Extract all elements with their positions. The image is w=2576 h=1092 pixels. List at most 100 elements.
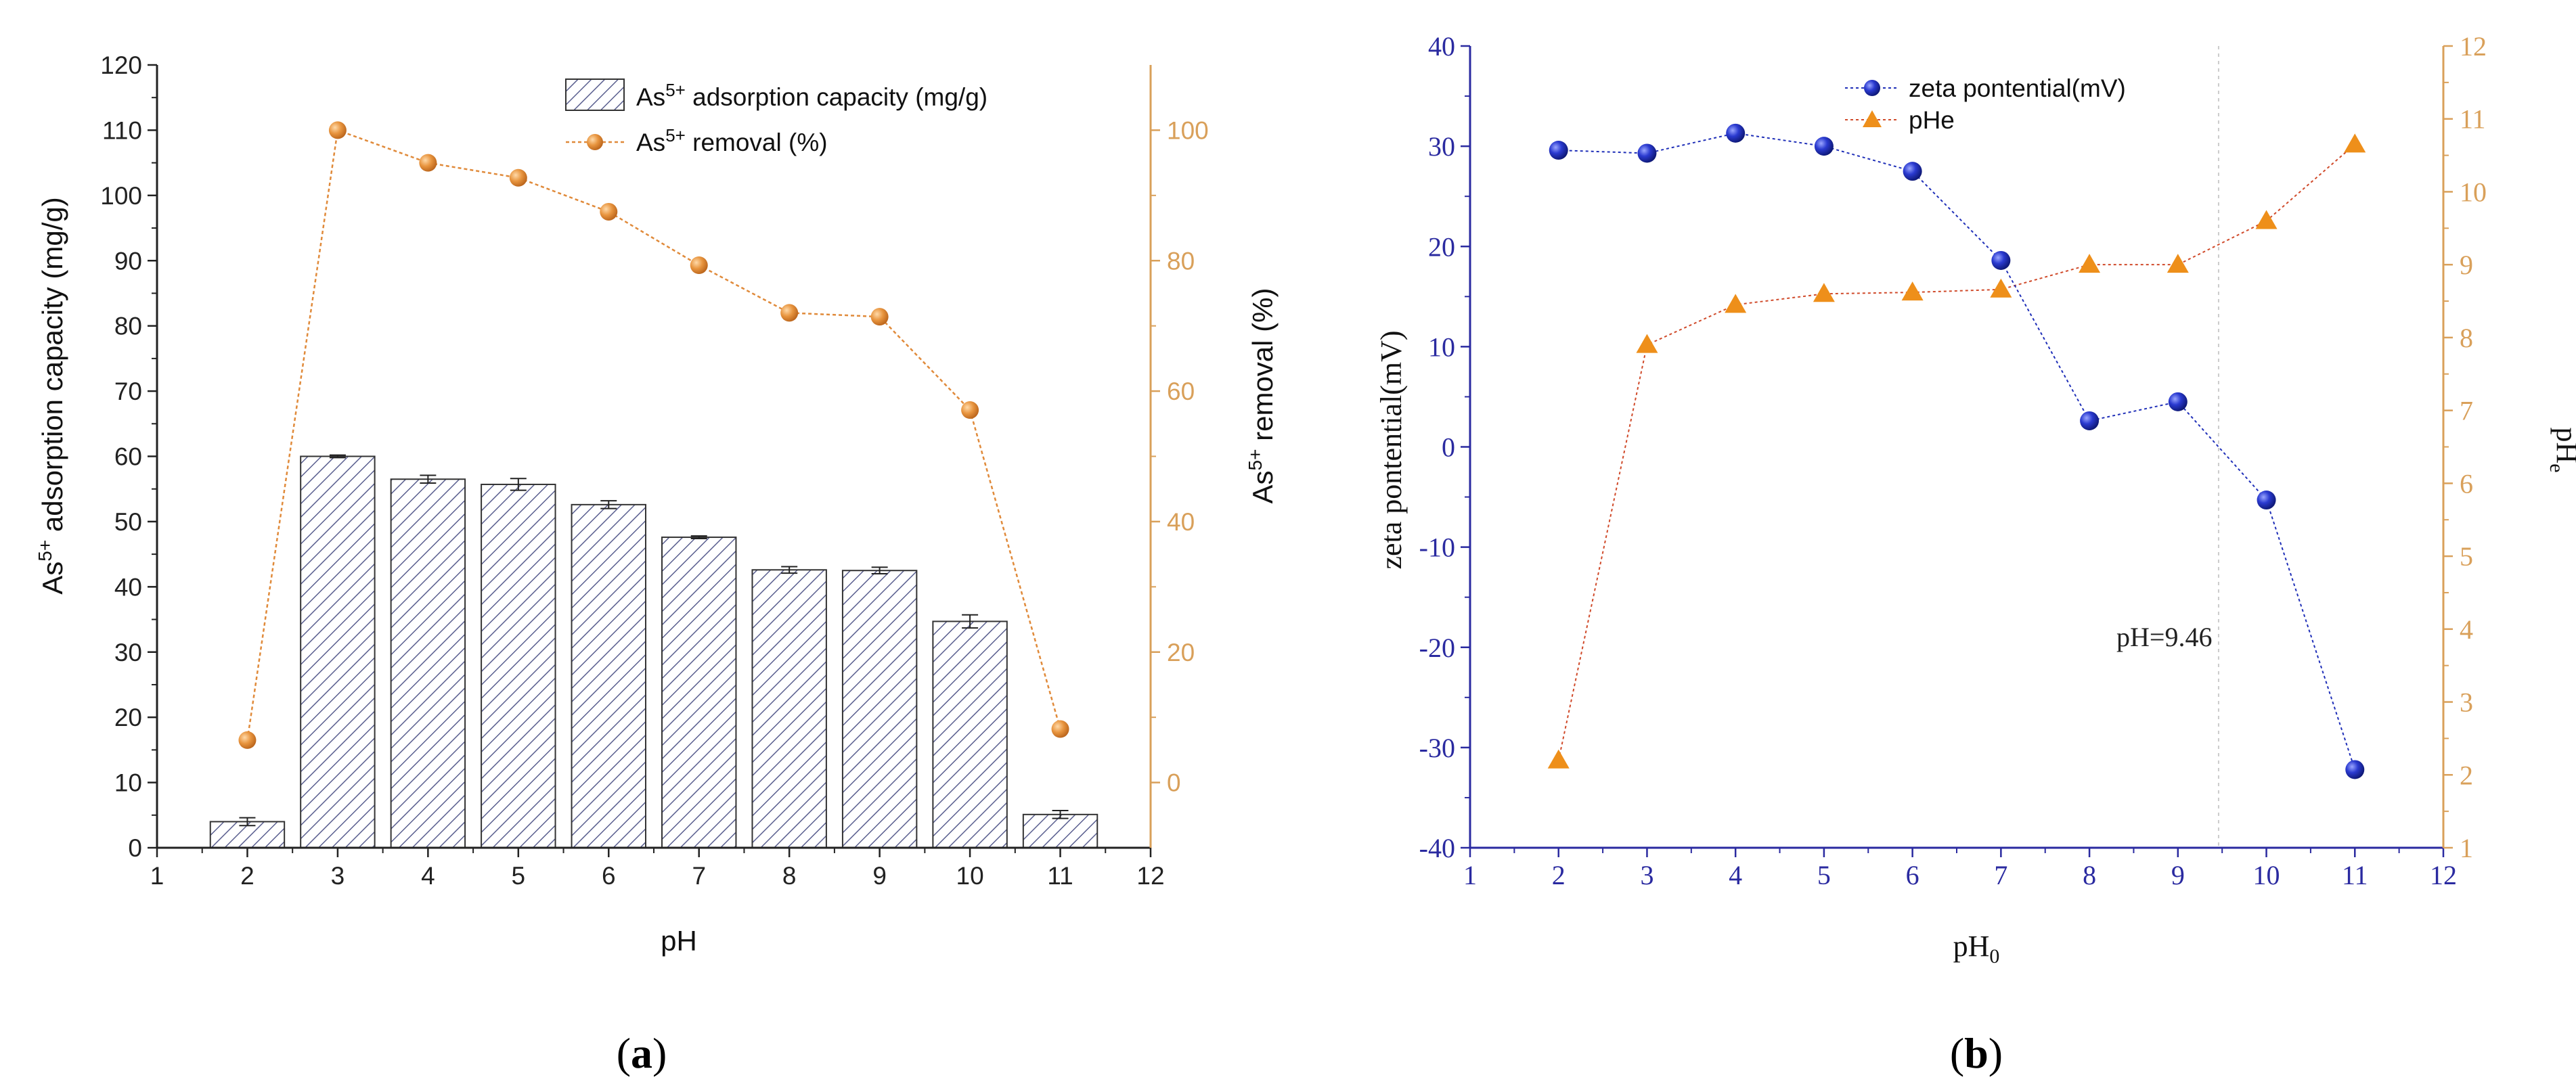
panel-a-right-y-axis-title: As5+ removal (%): [1245, 288, 1279, 504]
phe-point: [2255, 210, 2278, 229]
x-tick-label: 11: [1047, 862, 1073, 890]
x-tick-label: 6: [1906, 860, 1919, 890]
panel-b-legend: zeta pontential(mV) pHe: [1845, 74, 2126, 134]
left-y-tick-label: -40: [1419, 833, 1455, 863]
phe-point: [1547, 749, 1570, 769]
legend-phe-label: pHe: [1909, 106, 1955, 134]
left-y-tick-label: 30: [114, 639, 142, 666]
x-tick-label: 1: [1463, 860, 1477, 890]
removal-point: [419, 154, 437, 172]
legend-bar-swatch: [565, 78, 625, 111]
capacity-bar: [481, 483, 556, 848]
zeta-point: [1726, 123, 1746, 143]
left-y-tick-label: 50: [114, 508, 142, 536]
panel-a-left-y-ticks: 0 10 20 30 40 50 60 70 80 90 100 110 120: [100, 51, 157, 862]
left-y-tick-label: 100: [100, 182, 142, 210]
capacity-bar: [661, 537, 737, 848]
left-y-tick-label: 10: [1428, 332, 1455, 362]
panel-a-x-ticks: 1 2 3 4 5 6 7 8 9 10 11 12: [150, 848, 1165, 890]
x-tick-label: 2: [1552, 860, 1565, 890]
left-y-tick-label: 0: [1442, 432, 1455, 463]
x-tick-label: 5: [512, 862, 526, 890]
right-y-tick-label: 40: [1167, 508, 1195, 536]
right-y-tick-label: 7: [2460, 396, 2473, 426]
x-tick-label: 7: [1994, 860, 2007, 890]
panel-a-right-y-ticks: 0 20 40 60 80 100: [1151, 116, 1209, 797]
panel-b-x-ticks: 1 2 3 4 5 6 7 8 9 10 11 12: [1463, 848, 2457, 890]
x-tick-label: 1: [150, 862, 164, 890]
x-tick-label: 10: [956, 862, 984, 890]
phe-point: [1990, 278, 2012, 298]
legend-line-marker: [587, 134, 603, 150]
zeta-point: [2257, 491, 2276, 510]
left-y-tick-label: 70: [114, 378, 142, 405]
panel-a-x-axis-title: pH: [661, 925, 697, 957]
legend-bar-label: As5+ adsorption capacity (mg/g): [636, 80, 987, 111]
x-tick-label: 10: [2253, 860, 2280, 890]
left-y-tick-label: 90: [114, 247, 142, 275]
legend-zeta-marker: [1864, 80, 1880, 96]
capacity-bar: [932, 620, 1008, 848]
left-y-tick-label: 60: [114, 443, 142, 471]
removal-line-path: [246, 129, 1061, 741]
x-tick-label: 3: [331, 862, 345, 890]
removal-point: [961, 401, 979, 419]
adsorption-capacity-error-bars: [239, 454, 1069, 827]
panel-b-right-y-axis-title: pHe: [2546, 427, 2576, 472]
phe-point: [2079, 254, 2101, 273]
adsorption-capacity-bars: [209, 455, 1098, 849]
removal-point: [238, 731, 257, 749]
right-y-tick-label: 4: [2460, 614, 2473, 645]
zeta-point: [1991, 250, 2011, 270]
phe-point: [1725, 294, 1747, 313]
panel-a-label: (a): [617, 1029, 667, 1077]
removal-point: [690, 256, 708, 274]
left-y-tick-label: 20: [1428, 231, 1455, 262]
zeta-point: [1637, 143, 1657, 163]
right-y-tick-label: 80: [1167, 247, 1195, 275]
capacity-bar: [1022, 813, 1098, 849]
x-tick-label: 7: [692, 862, 706, 890]
left-y-tick-label: 20: [114, 704, 142, 731]
x-tick-label: 4: [421, 862, 435, 890]
removal-line: [238, 121, 1069, 749]
capacity-bar: [751, 569, 827, 848]
left-y-tick-label: -30: [1419, 733, 1455, 763]
x-tick-label: 4: [1729, 860, 1742, 890]
right-y-tick-label: 20: [1167, 639, 1195, 666]
right-y-tick-label: 9: [2460, 250, 2473, 280]
removal-point: [600, 202, 618, 221]
phe-line-path: [1557, 143, 2355, 760]
panel-b-series-lines: [1547, 123, 2366, 779]
capacity-bar: [390, 478, 466, 848]
legend-phe-marker: [1863, 110, 1882, 127]
left-y-tick-label: 10: [114, 769, 142, 797]
panel-b-axes: [1469, 46, 2445, 849]
x-tick-label: 8: [2083, 860, 2096, 890]
left-y-tick-label: 120: [100, 51, 142, 79]
panel-a-legend: As5+ adsorption capacity (mg/g) As5+ rem…: [565, 78, 987, 156]
left-y-tick-label: -10: [1419, 532, 1455, 563]
right-y-tick-label: 8: [2460, 323, 2473, 353]
left-y-tick-label: 40: [114, 573, 142, 601]
x-tick-label: 9: [2171, 860, 2185, 890]
legend-zeta-label: zeta pontential(mV): [1909, 74, 2126, 102]
zeta-point: [2168, 392, 2188, 411]
removal-point: [1051, 720, 1069, 738]
zeta-point: [1814, 137, 1834, 156]
zeta-point: [1549, 141, 1568, 160]
zeta-line-path: [1558, 132, 2356, 770]
right-y-tick-label: 60: [1167, 378, 1195, 405]
right-y-tick-label: 5: [2460, 541, 2473, 572]
zeta-point: [2080, 411, 2100, 430]
right-y-tick-label: 11: [2460, 104, 2486, 135]
x-tick-label: 12: [1136, 862, 1164, 890]
phe-point: [2344, 133, 2366, 153]
x-tick-label: 5: [1817, 860, 1831, 890]
x-tick-label: 2: [240, 862, 254, 890]
removal-point: [509, 168, 527, 187]
phe-point: [1901, 281, 1924, 301]
